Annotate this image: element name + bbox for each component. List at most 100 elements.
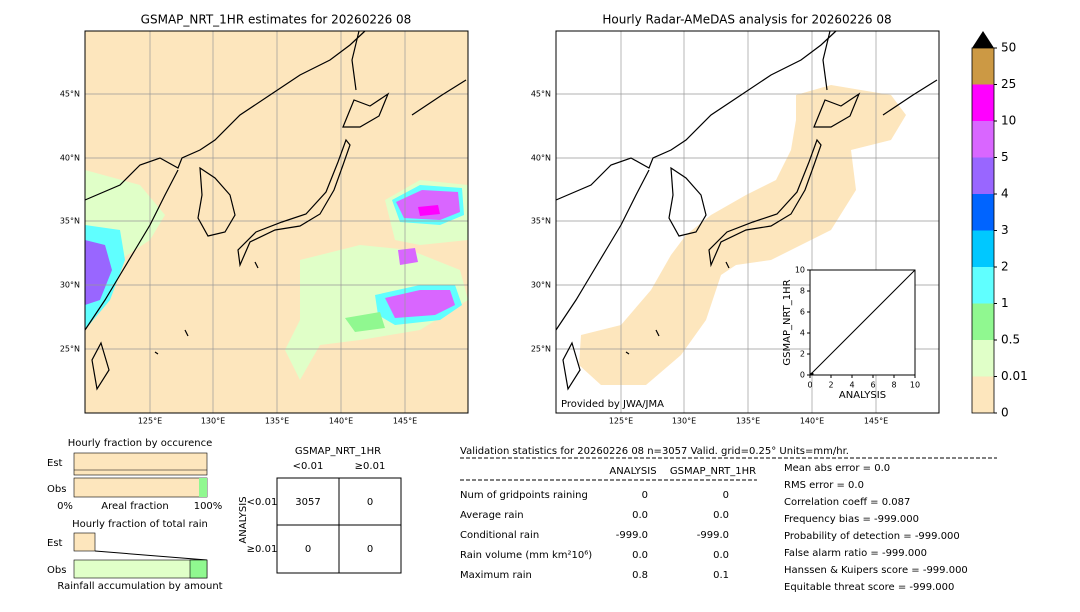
row-label: Est — [47, 538, 63, 549]
lon-label: 140°E — [329, 417, 353, 426]
table-cell: 3057 — [295, 497, 320, 508]
colorbar-segment — [972, 84, 994, 121]
y-tick-label: 0 — [800, 371, 805, 380]
colorbar-segment — [972, 376, 994, 413]
axis-label: Areal fraction — [101, 501, 168, 512]
x-label: ANALYSIS — [839, 390, 886, 401]
colorbar-label: 0 — [1001, 406, 1009, 420]
lat-label: 40°N — [60, 154, 80, 163]
colorbar-segment — [972, 194, 994, 231]
rain-area — [85, 240, 112, 305]
lon-label: 125°E — [138, 417, 162, 426]
row-label: Obs — [47, 484, 66, 495]
map-estimate: 45°N 40°N 35°N 30°N 25°N 125°E 130°E 135°E 140°E… — [60, 13, 469, 426]
lon-label: 145°E — [393, 417, 417, 426]
rain-area — [345, 312, 385, 332]
coastline — [91, 341, 110, 391]
credit: Provided by JWA/JMA — [561, 399, 664, 410]
coastline — [822, 30, 831, 91]
colorbar-label: 25 — [1001, 77, 1016, 91]
column-label: GSMAP_NRT_1HR — [670, 466, 756, 477]
stats-value: 0.0 — [713, 550, 729, 561]
fraction-bar — [73, 477, 208, 498]
colorbar: 0 0.01 0.5 1 2 3 4 5 10 25 50 — [971, 31, 1028, 420]
stats-value: 0.0 — [632, 510, 648, 521]
panel-title: Hourly fraction by occurence — [68, 438, 212, 449]
stats-label: Maximum rain — [460, 570, 532, 581]
row-label: ≥0.01 — [247, 544, 278, 555]
point — [810, 372, 814, 376]
lat-label: 30°N — [531, 281, 551, 290]
axis-label: 0% — [57, 501, 73, 512]
colorbar-label: 5 — [1001, 150, 1009, 164]
stats-value: 0 — [723, 490, 729, 501]
lon-label: 145°E — [864, 417, 888, 426]
lat-label: 40°N — [531, 154, 551, 163]
colorbar-segment — [972, 230, 994, 267]
rain-area — [418, 205, 440, 216]
stats-label: Rain volume (mm km²10⁶) — [460, 550, 592, 561]
row-label: Est — [47, 458, 63, 469]
rain-area — [396, 190, 460, 220]
colorbar-label: 50 — [1001, 41, 1016, 55]
stats-label: Average rain — [460, 510, 524, 521]
map-title: Hourly Radar-AMeDAS analysis for 2026022… — [602, 13, 891, 27]
y-tick-label: 8 — [800, 287, 805, 296]
lat-label: 35°N — [531, 217, 551, 226]
row-title: ANALYSIS — [238, 496, 249, 543]
axis-label: Rainfall accumulation by amount — [57, 581, 222, 592]
x-tick-label: 4 — [849, 381, 854, 390]
x-tick-label: 6 — [870, 381, 875, 390]
coastline — [197, 166, 236, 237]
lat-label: 35°N — [60, 217, 80, 226]
colorbar-segment — [972, 267, 994, 304]
row-label: <0.01 — [247, 497, 278, 508]
scatter-inset: 0 2 4 6 8 10 0 2 4 6 8 10 ANALYSIS GSMAP_NRT_1HR — [782, 266, 920, 402]
y-tick-label: 4 — [800, 329, 805, 338]
lon-label: 125°E — [609, 417, 633, 426]
stats-value: -999.0 — [697, 530, 729, 541]
score: Equitable threat score = -999.000 — [784, 582, 954, 593]
colorbar-segment — [972, 340, 994, 377]
column-label: ≥0.01 — [355, 461, 386, 472]
row-label: Obs — [47, 565, 66, 576]
coastline — [237, 138, 351, 268]
coastline — [342, 92, 390, 128]
lon-label: 135°E — [265, 417, 289, 426]
diagonal — [809, 269, 916, 376]
colorbar-label: 10 — [1001, 114, 1016, 128]
fraction-bar — [73, 559, 208, 579]
colorbar-label: 0.01 — [1001, 369, 1028, 383]
lat-label: 25°N — [531, 345, 551, 354]
score: Hanssen & Kuipers score = -999.000 — [784, 565, 968, 576]
colorbar-label: 4 — [1001, 187, 1009, 201]
lat-label: 45°N — [531, 90, 551, 99]
coastline — [555, 169, 650, 331]
coastline — [625, 261, 730, 355]
rain-area — [285, 245, 468, 380]
colorbar-segment — [972, 121, 994, 158]
table-cell: 0 — [367, 544, 373, 555]
map-title: GSMAP_NRT_1HR estimates for 20260226 08 — [141, 13, 412, 27]
score: Correlation coeff = 0.087 — [784, 497, 910, 508]
table-cell: 0 — [367, 497, 373, 508]
y-tick-label: 10 — [795, 266, 805, 275]
rain-area — [398, 248, 418, 265]
column-label: ANALYSIS — [609, 466, 656, 477]
coastline — [351, 30, 360, 91]
colorbar-label: 0.5 — [1001, 333, 1020, 347]
x-tick-label: 8 — [891, 381, 896, 390]
x-tick-label: 10 — [910, 381, 920, 390]
stats-value: 0 — [642, 490, 648, 501]
score: Frequency bias = -999.000 — [784, 514, 919, 525]
lon-label: 130°E — [201, 417, 225, 426]
stats-header: Validation statistics for 20260226 08 n=… — [460, 446, 849, 457]
score: False alarm ratio = -999.000 — [784, 548, 927, 559]
fraction-bar — [199, 478, 207, 497]
column-label: <0.01 — [293, 461, 324, 472]
x-tick-label: 0 — [807, 381, 812, 390]
coastline — [882, 79, 938, 116]
colorbar-label: 2 — [1001, 260, 1009, 274]
coastline — [555, 30, 837, 201]
lat-label: 25°N — [60, 345, 80, 354]
